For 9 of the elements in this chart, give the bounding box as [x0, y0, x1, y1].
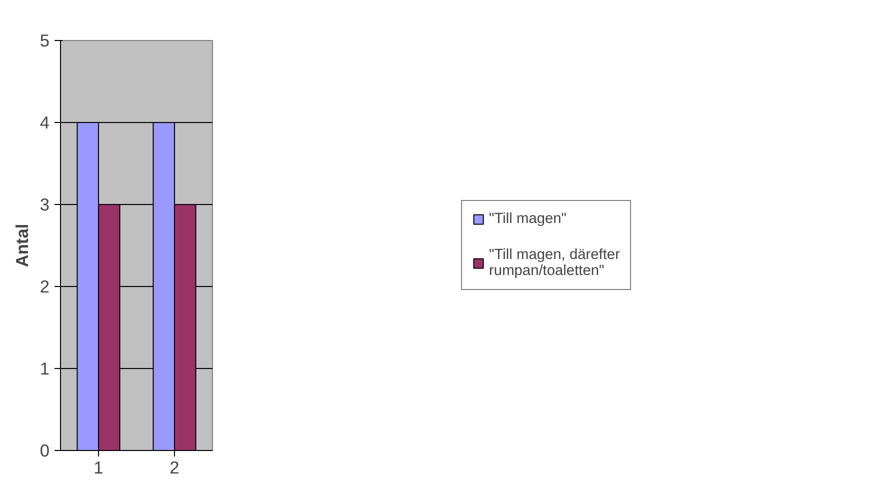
legend-label: "Till magen" [489, 211, 567, 227]
legend-label: "Till magen, därefter rumpan/toaletten" [489, 247, 620, 279]
y-tick-label: 0 [40, 440, 50, 460]
y-axis-title: Antal [12, 224, 32, 268]
y-tick-label: 3 [40, 194, 50, 214]
y-tick-label: 5 [40, 30, 50, 50]
y-tick-label: 4 [40, 112, 50, 132]
y-tick-label: 1 [40, 358, 50, 378]
y-tick-label: 2 [40, 276, 50, 296]
